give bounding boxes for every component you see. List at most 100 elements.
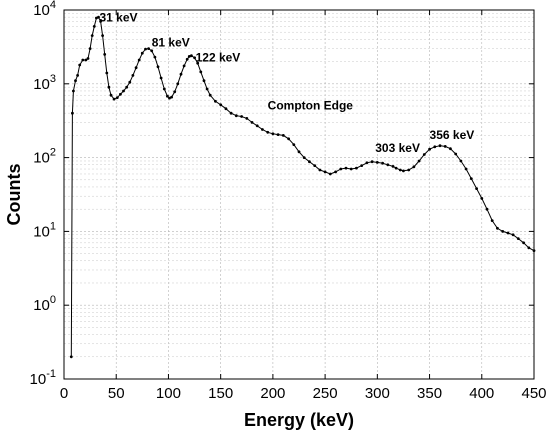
- data-point: [449, 147, 452, 151]
- data-point: [506, 231, 510, 235]
- data-point: [140, 51, 144, 55]
- data-point: [485, 207, 489, 211]
- data-point: [281, 134, 285, 137]
- data-point: [459, 159, 463, 163]
- data-point: [349, 167, 353, 171]
- data-point: [137, 58, 141, 62]
- data-point: [208, 93, 212, 97]
- data-point: [103, 53, 107, 56]
- data-point: [412, 165, 416, 169]
- data-point: [74, 79, 77, 83]
- data-point: [464, 167, 468, 171]
- data-point: [365, 161, 369, 165]
- peak-annotations: 31 keV 81 keV 122 keV Compton Edge 303 keV 35…: [100, 10, 475, 154]
- data-point: [159, 76, 163, 80]
- data-point: [92, 25, 96, 28]
- data-point: [370, 160, 374, 164]
- data-point: [407, 168, 411, 172]
- annotation-label: 122 keV: [196, 51, 241, 65]
- data-point: [185, 57, 189, 61]
- data-point: [90, 34, 94, 37]
- data-point: [276, 133, 280, 137]
- data-point: [516, 237, 520, 241]
- data-point: [454, 152, 458, 156]
- y-tick-exponent: 3: [50, 73, 56, 85]
- y-axis-title: Counts: [4, 164, 24, 226]
- data-point: [302, 156, 306, 160]
- x-tick-label: 350: [417, 385, 442, 402]
- y-tick-label: 103: [33, 73, 56, 93]
- data-point: [179, 72, 183, 76]
- data-point: [99, 20, 102, 23]
- data-point: [271, 132, 275, 136]
- data-point: [245, 117, 249, 120]
- annotation-label: 31 keV: [100, 10, 138, 24]
- y-tick-base: 10: [33, 2, 50, 19]
- data-point: [480, 197, 484, 200]
- y-tick-exponent: 1: [50, 220, 56, 232]
- data-point: [150, 49, 154, 53]
- data-point: [69, 355, 73, 359]
- data-point: [334, 170, 337, 174]
- y-tick-label: 104: [33, 0, 56, 19]
- data-point: [375, 161, 379, 164]
- data-point: [219, 103, 223, 107]
- data-point: [313, 164, 317, 168]
- data-point: [469, 177, 473, 181]
- data-point: [402, 169, 405, 173]
- data-point: [391, 165, 395, 168]
- data-point: [162, 87, 166, 91]
- data-point: [101, 34, 104, 37]
- spectrum-series: [69, 15, 536, 359]
- x-axis-tick-labels: 0 50 100 150 200 250 300 350 400 450: [60, 385, 547, 402]
- x-tick-label: 300: [365, 385, 390, 402]
- y-tick-base: 10: [33, 76, 50, 93]
- data-point: [433, 145, 437, 149]
- data-point: [308, 160, 311, 164]
- x-axis-title: Energy (keV): [244, 410, 354, 430]
- data-point: [72, 89, 75, 93]
- data-point: [182, 64, 186, 68]
- y-tick-label: 10-1: [30, 368, 56, 388]
- y-tick-label: 100: [33, 294, 56, 314]
- data-point: [318, 168, 322, 172]
- x-tick-label: 0: [60, 385, 68, 402]
- data-point: [229, 111, 233, 115]
- data-point: [234, 114, 238, 118]
- data-point: [71, 111, 74, 115]
- data-point: [128, 80, 132, 84]
- data-point: [360, 164, 364, 168]
- data-point: [156, 65, 160, 69]
- data-point: [250, 121, 254, 124]
- data-point: [199, 70, 203, 74]
- data-point: [344, 166, 348, 170]
- data-point: [205, 87, 209, 91]
- data-point: [287, 137, 290, 141]
- data-point: [266, 130, 270, 134]
- data-point: [166, 94, 169, 98]
- data-point: [97, 15, 100, 19]
- data-point: [394, 166, 398, 170]
- data-point: [125, 85, 129, 89]
- data-point: [532, 249, 536, 253]
- data-point: [428, 147, 431, 151]
- annotation-label: Compton Edge: [268, 98, 354, 112]
- data-point: [443, 145, 447, 148]
- x-tick-label: 50: [108, 385, 125, 402]
- data-point: [255, 124, 259, 128]
- data-point: [144, 47, 147, 51]
- data-point: [134, 66, 138, 70]
- y-tick-base: 10: [33, 297, 50, 314]
- data-point: [323, 170, 327, 174]
- axis-ticks: [63, 9, 535, 380]
- data-point: [527, 246, 531, 250]
- data-point: [501, 230, 505, 233]
- y-tick-exponent: 2: [50, 147, 56, 159]
- annotation-label: 356 keV: [430, 128, 475, 142]
- data-point: [147, 47, 151, 50]
- data-point: [240, 115, 244, 118]
- data-point: [88, 47, 92, 50]
- data-point: [398, 168, 402, 172]
- y-tick-base: 10: [33, 223, 50, 240]
